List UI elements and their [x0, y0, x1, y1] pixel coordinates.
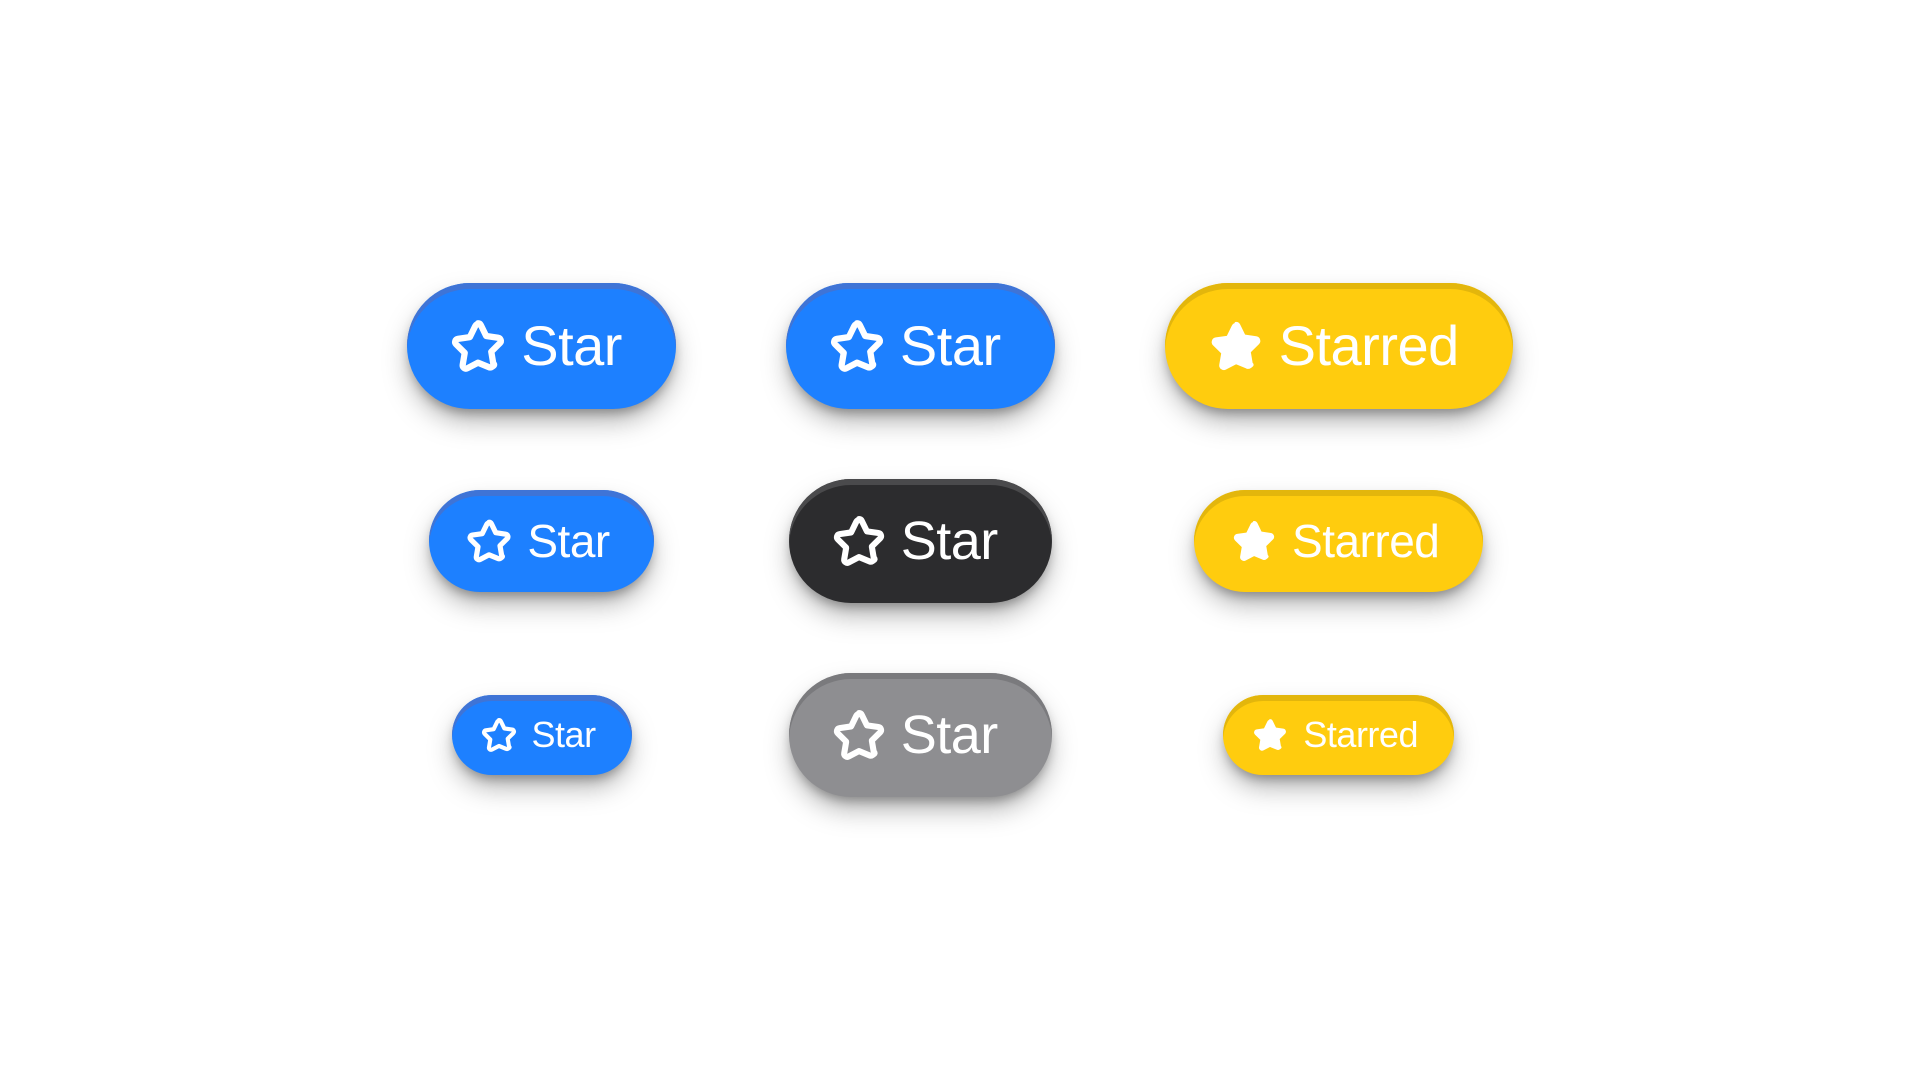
starred-button-label: Starred — [1279, 318, 1459, 374]
cell-r1-c1: Star — [407, 283, 676, 409]
cell-r2-c2: Star — [789, 479, 1052, 603]
cell-r1-c2: Star — [786, 283, 1055, 409]
star-icon — [1251, 716, 1289, 754]
star-icon — [831, 513, 887, 569]
cell-r3-c3: Starred — [1223, 695, 1454, 775]
star-button[interactable]: Star — [452, 695, 632, 775]
cell-r2-c1: Star — [429, 490, 653, 592]
starred-button-label: Starred — [1292, 518, 1439, 564]
starred-button-label: Starred — [1303, 717, 1418, 753]
showcase-canvas: Star Star Starred Star Star — [192, 109, 1728, 972]
star-icon — [480, 716, 518, 754]
cell-r1-c3: Starred — [1165, 283, 1513, 409]
star-button-label: Star — [521, 318, 622, 374]
button-grid: Star Star Starred Star Star — [407, 283, 1513, 797]
star-icon — [1230, 517, 1278, 565]
star-button[interactable]: Star — [789, 673, 1052, 797]
star-button-label: Star — [901, 514, 998, 568]
star-button[interactable]: Star — [429, 490, 653, 592]
star-button[interactable]: Star — [786, 283, 1055, 409]
cell-r3-c1: Star — [452, 695, 632, 775]
star-button-label: Star — [901, 708, 998, 762]
star-icon — [1207, 317, 1265, 375]
cell-r3-c2: Star — [789, 673, 1052, 797]
star-icon — [831, 707, 887, 763]
starred-button[interactable]: Starred — [1165, 283, 1513, 409]
star-button-label: Star — [532, 717, 596, 753]
star-button-label: Star — [900, 318, 1001, 374]
star-button[interactable]: Star — [407, 283, 676, 409]
star-icon — [828, 317, 886, 375]
star-button-label: Star — [527, 518, 609, 564]
star-button[interactable]: Star — [789, 479, 1052, 603]
star-icon — [465, 517, 513, 565]
star-icon — [449, 317, 507, 375]
starred-button[interactable]: Starred — [1194, 490, 1483, 592]
starred-button[interactable]: Starred — [1223, 695, 1454, 775]
cell-r2-c3: Starred — [1194, 490, 1483, 592]
